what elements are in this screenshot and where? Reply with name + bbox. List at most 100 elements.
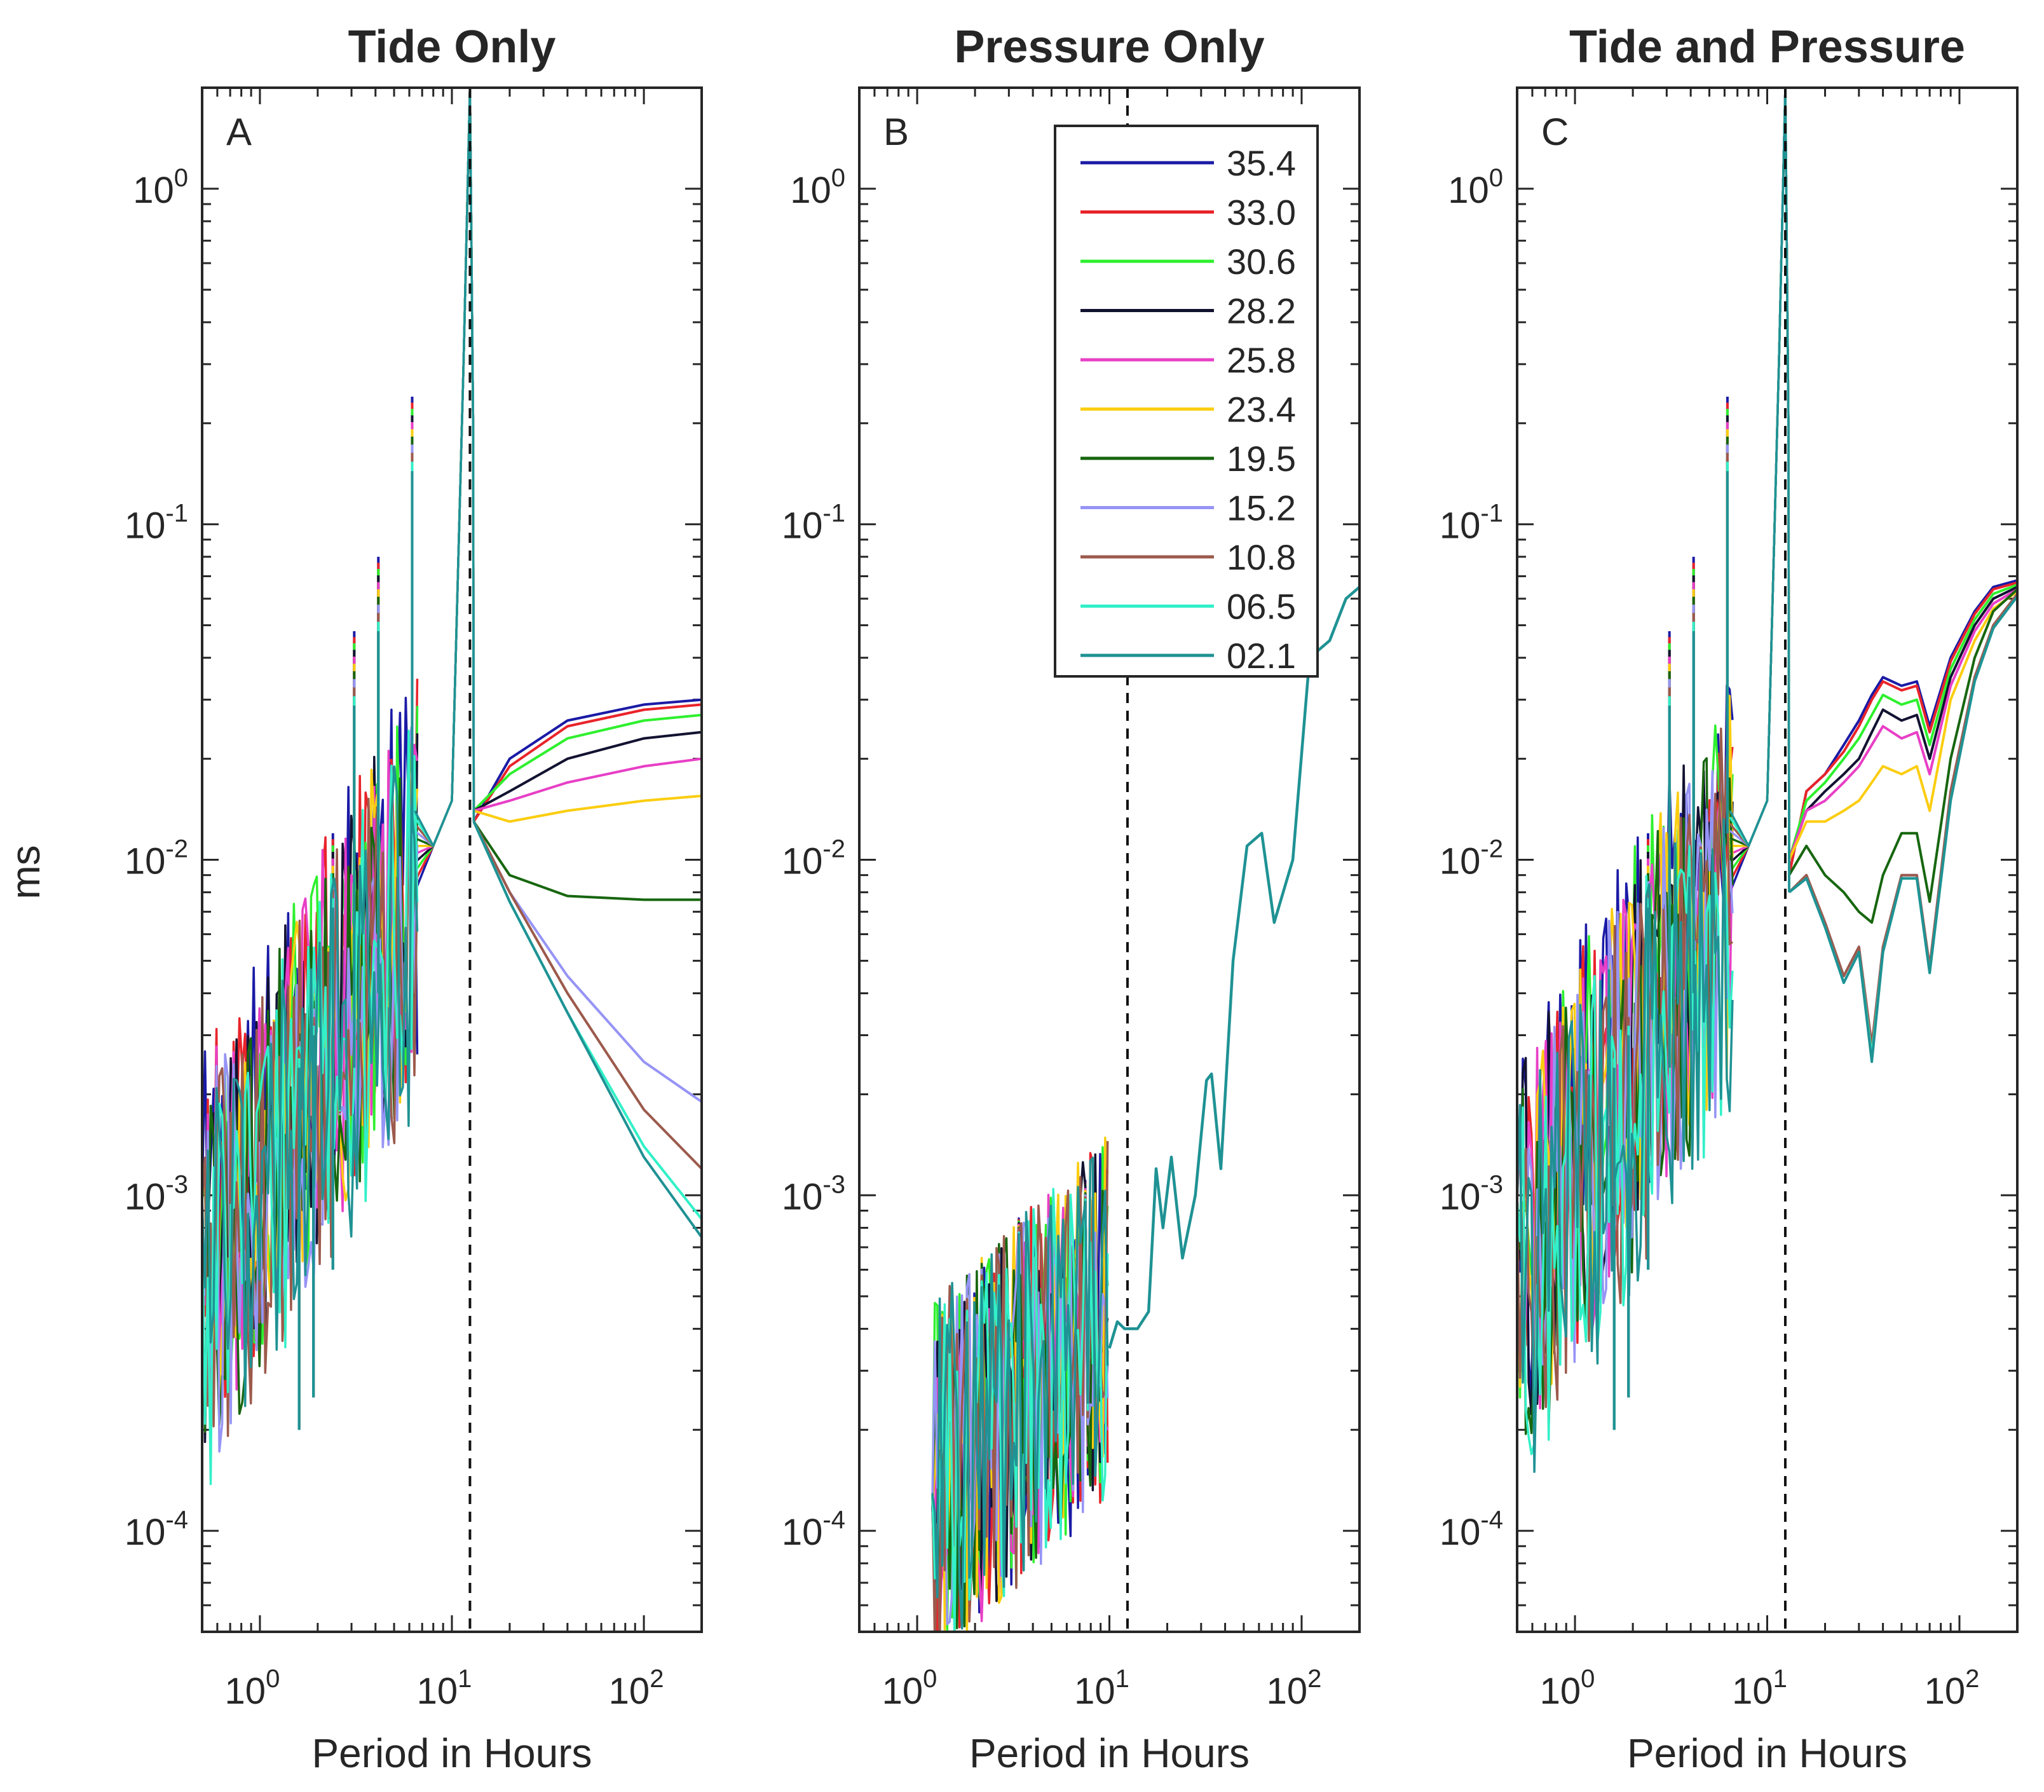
spectrum-peak-28.2 xyxy=(1729,88,1790,864)
spectrum-peak-35.4 xyxy=(413,88,475,893)
spectrum-peak-25.8 xyxy=(414,88,475,856)
tick-base: 10 xyxy=(1540,1671,1581,1712)
tick-exponent: -3 xyxy=(165,1170,188,1198)
spectrum-peak-02.1 xyxy=(413,88,475,847)
long-period-tail-23.4 xyxy=(473,795,702,823)
spectrum-peak-06.5 xyxy=(1729,88,1790,893)
spectrum-peak-30.6 xyxy=(414,88,475,873)
spectrum-peak-02.1 xyxy=(1729,88,1790,893)
tick-exponent: -4 xyxy=(822,1506,845,1534)
tick-base: 10 xyxy=(133,170,174,211)
spectrum-peak-10.8 xyxy=(414,88,475,847)
tick-base: 10 xyxy=(1267,1671,1308,1712)
y-tick-label: 100 xyxy=(133,164,188,211)
tick-exponent: 0 xyxy=(1489,164,1503,192)
spectrum-peak-23.4 xyxy=(1729,88,1790,860)
tick-exponent: -1 xyxy=(1480,500,1503,528)
panel-letter: B xyxy=(883,111,909,153)
tick-exponent: 1 xyxy=(1115,1665,1129,1693)
tick-exponent: -1 xyxy=(165,500,188,528)
tick-exponent: 0 xyxy=(1581,1665,1595,1693)
long-period-tail-19.5 xyxy=(472,821,702,901)
long-period-tail-35.4 xyxy=(472,698,702,823)
tick-exponent: 2 xyxy=(650,1665,664,1693)
x-tick-label: 101 xyxy=(417,1665,472,1712)
tick-base: 10 xyxy=(782,1176,823,1217)
tick-exponent: -3 xyxy=(1480,1170,1503,1198)
y-tick-label: 10-3 xyxy=(782,1170,845,1217)
x-tick-label: 101 xyxy=(1732,1665,1787,1712)
plot-frame xyxy=(201,86,703,1633)
y-tick-label: 100 xyxy=(790,164,845,211)
pressure-band-02.1 xyxy=(931,1156,1109,1630)
tick-exponent: 0 xyxy=(174,164,188,192)
tick-exponent: -4 xyxy=(1480,1506,1503,1534)
panel-letter: C xyxy=(1541,111,1569,153)
tick-base: 10 xyxy=(882,1671,923,1712)
tick-base: 10 xyxy=(125,1512,166,1553)
tick-exponent: 0 xyxy=(923,1665,937,1693)
long-period-tail-15.2 xyxy=(1788,593,2017,1047)
tick-base: 10 xyxy=(1440,841,1481,882)
plot-frame xyxy=(858,86,1361,1633)
long-period-tail-30.6 xyxy=(472,713,702,812)
spectrum-peak-15.2 xyxy=(1729,88,1790,893)
x-tick-label: 102 xyxy=(1925,1665,1980,1712)
tick-base: 10 xyxy=(1440,1176,1481,1217)
long-period-tail-06.5 xyxy=(472,821,702,1220)
spectrum-peak-19.5 xyxy=(414,88,475,847)
long-period-tail-15.2 xyxy=(472,821,702,1103)
legend: 35.4 33.0 30.6 28.2 25.8 23.4 19.5 15.2 10.8 06.5… xyxy=(1054,125,1319,678)
y-tick-label: 10-1 xyxy=(1440,500,1503,547)
pressure-band-10.8 xyxy=(931,1141,1109,1632)
long-period-tail-25.8 xyxy=(473,757,702,812)
long-period-tail-10.8 xyxy=(472,821,702,1170)
long-period-tail-02.1 xyxy=(472,821,702,1238)
spectrum-peak-30.6 xyxy=(1729,88,1790,873)
legend-label: 30.6 xyxy=(1227,242,1296,282)
tick-exponent: -4 xyxy=(165,1506,188,1534)
tick-exponent: -1 xyxy=(822,500,845,528)
spectrum-line-02.1 xyxy=(202,765,419,1407)
legend-label: 15.2 xyxy=(1227,488,1296,528)
x-tick-label: 101 xyxy=(1074,1665,1129,1712)
tick-base: 10 xyxy=(1925,1671,1966,1712)
legend-label: 06.5 xyxy=(1227,587,1296,627)
panel-title: Pressure Only xyxy=(954,22,1264,72)
spectrum-peak-10.8 xyxy=(1729,88,1790,893)
y-tick-label: 100 xyxy=(1448,164,1503,211)
y-tick-label: 10-2 xyxy=(125,835,188,882)
tick-exponent: 0 xyxy=(831,164,845,192)
y-tick-label: 10-2 xyxy=(1440,835,1503,882)
spectrum-peak-15.2 xyxy=(414,88,475,847)
tick-base: 10 xyxy=(1440,505,1481,547)
x-tick-label: 100 xyxy=(1540,1665,1595,1712)
spectrum-peak-25.8 xyxy=(1729,88,1790,860)
spectrum-line-10.8 xyxy=(1517,727,1734,1418)
tick-base: 10 xyxy=(225,1671,266,1712)
long-period-tail-25.8 xyxy=(1788,588,2017,861)
legend-label: 25.8 xyxy=(1227,340,1296,380)
tick-exponent: -2 xyxy=(822,835,845,863)
spectrum-peak-28.2 xyxy=(414,88,475,864)
panel-letter: A xyxy=(226,111,252,153)
y-tick-label: 10-1 xyxy=(125,500,188,547)
y-tick-label: 10-4 xyxy=(782,1506,845,1553)
tick-exponent: 1 xyxy=(458,1665,472,1693)
panel-title: Tide and Pressure xyxy=(1569,22,1965,72)
x-axis-label: Period in Hours xyxy=(1627,1730,1907,1776)
plot-frame xyxy=(1516,86,2019,1633)
tick-exponent: -2 xyxy=(1480,835,1503,863)
tick-base: 10 xyxy=(782,505,823,547)
tick-exponent: -2 xyxy=(165,835,188,863)
tick-base: 10 xyxy=(417,1671,458,1712)
legend-box xyxy=(1054,125,1319,678)
tick-base: 10 xyxy=(125,1176,166,1217)
panel-title: Tide Only xyxy=(348,22,556,72)
long-period-tail-30.6 xyxy=(1788,584,2017,861)
tick-base: 10 xyxy=(1440,1512,1481,1553)
long-period-tail-06.5 xyxy=(1788,595,2017,1058)
